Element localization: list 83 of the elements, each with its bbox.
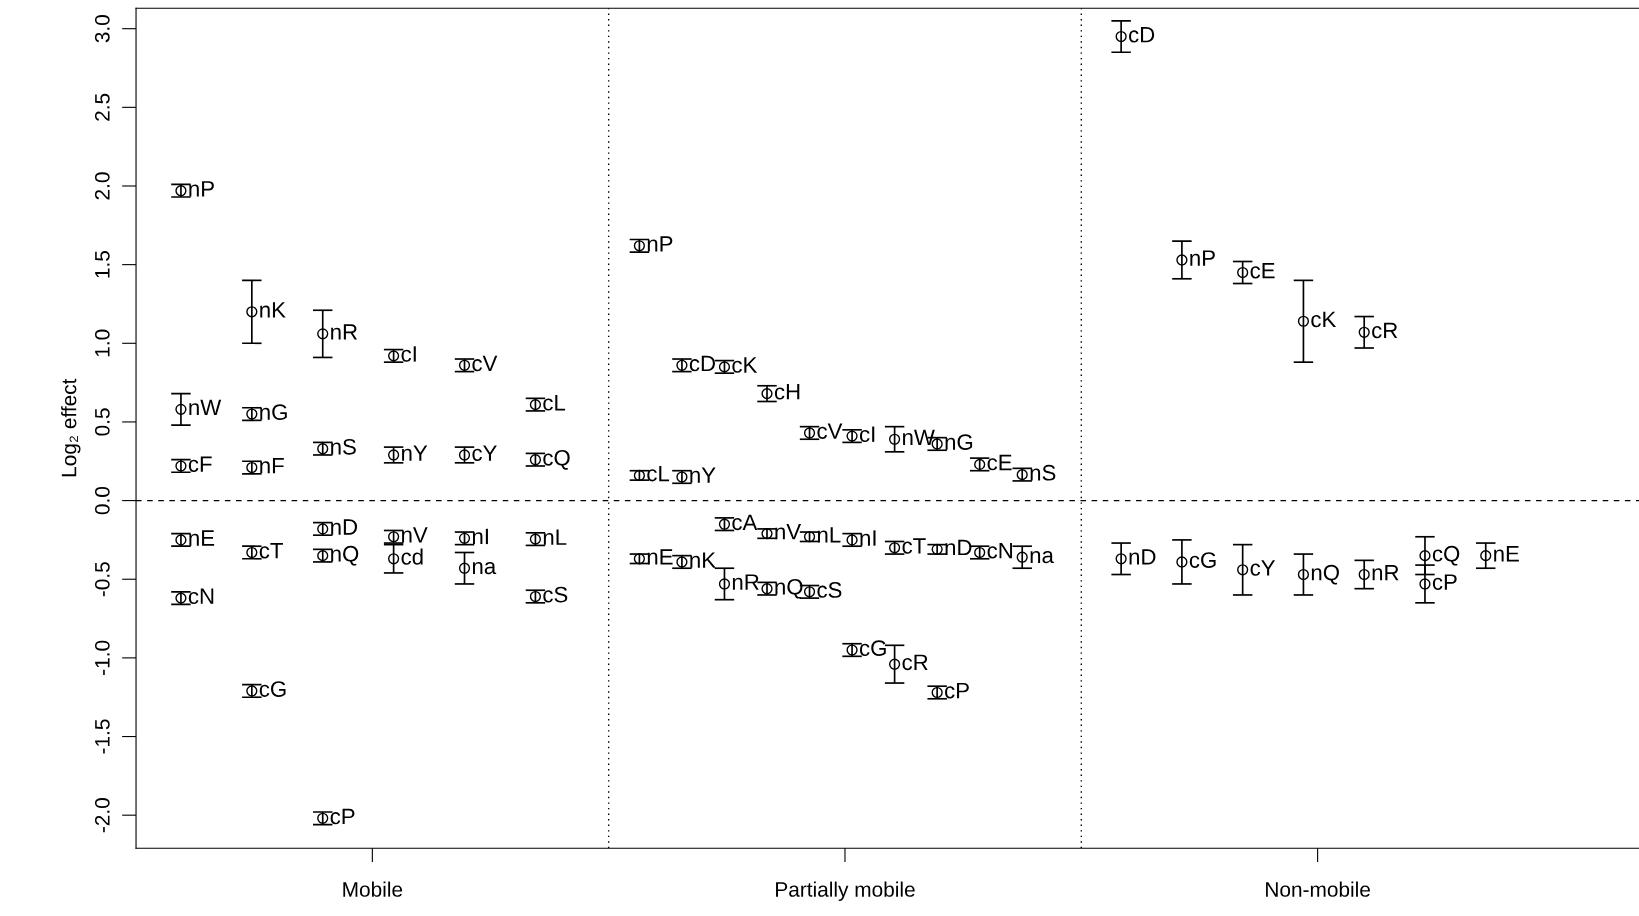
y-axis-title: Log₂ effect (61, 378, 81, 477)
data-label: nV (402, 527, 428, 543)
data-label: nL (817, 527, 841, 543)
data-label: nP (647, 236, 673, 252)
data-label: na (1030, 551, 1054, 564)
data-label: cS (817, 582, 842, 598)
y-tick-label: -2.0 (94, 798, 110, 833)
data-label: na (472, 562, 497, 575)
data-label: cS (543, 586, 568, 603)
data-label: nL (543, 529, 567, 545)
data-label: cG (259, 681, 286, 697)
data-label: cQ (1432, 545, 1460, 566)
data-label: cH (774, 384, 800, 400)
data-label: nQ (1311, 564, 1339, 585)
data-label: cL (647, 465, 670, 482)
data-label: cd (401, 548, 423, 565)
data-label: cD (1129, 27, 1155, 43)
data-label: nG (945, 434, 973, 450)
x-tick-label: Non-mobile (1266, 881, 1370, 897)
data-label: nE (647, 549, 673, 565)
data-label: nK (690, 552, 716, 568)
data-label: cN (188, 588, 214, 605)
data-label: cV (817, 423, 843, 439)
data-label: nK (260, 302, 286, 318)
data-label: nW (189, 399, 222, 416)
data-label: cN (987, 542, 1012, 559)
y-tick-label: 3.0 (94, 15, 110, 43)
data-label: cY (472, 445, 497, 461)
data-label: nQ (331, 545, 359, 566)
data-label: cG (1189, 552, 1216, 568)
data-label: cQ (543, 449, 570, 470)
data-label: cR (1372, 322, 1398, 339)
data-label: nI (472, 528, 488, 545)
data-label: cT (259, 542, 283, 559)
data-label: nD (945, 539, 972, 556)
data-label: nG (260, 404, 287, 421)
data-label: nS (331, 438, 356, 455)
data-label: cT (902, 538, 926, 554)
data-label: nI (860, 530, 876, 546)
data-label: nD (1129, 549, 1156, 565)
data-label: cK (732, 357, 758, 373)
y-tick-label: 0.5 (94, 408, 110, 436)
data-label: cI (859, 426, 875, 443)
data-label: cA (732, 514, 758, 531)
data-label: nF (260, 458, 284, 474)
data-label: nS (1030, 464, 1056, 481)
data-label: cV (472, 355, 498, 372)
y-tick-label: -1.0 (94, 640, 110, 675)
data-label: nV (775, 524, 802, 540)
data-label: cE (987, 454, 1012, 471)
data-label: nP (1190, 250, 1215, 266)
x-tick-label: Mobile (343, 881, 403, 897)
data-label: cY (1250, 560, 1276, 576)
data-label: cR (902, 654, 928, 671)
data-label: nE (1494, 546, 1519, 562)
data-label: nR (1372, 564, 1399, 581)
data-label: nY (402, 445, 428, 461)
data-label: cI (401, 346, 416, 362)
data-label: cF (188, 456, 212, 472)
data-label: cK (1311, 311, 1337, 328)
data-label: nD (331, 519, 358, 535)
data-label: nY (690, 467, 716, 483)
data-label: cE (1250, 262, 1275, 279)
y-tick-label: 2.0 (94, 172, 110, 200)
data-label: nR (732, 574, 759, 590)
data-label: cP (1432, 574, 1457, 590)
data-label: nW (903, 429, 935, 445)
data-label: cG (859, 640, 886, 656)
data-label: nE (189, 530, 215, 546)
data-label: cL (543, 395, 566, 411)
y-tick-label: -0.5 (94, 562, 110, 597)
data-label: cP (330, 808, 355, 825)
data-label: nP (189, 181, 214, 197)
data-label: nQ (775, 578, 803, 599)
y-tick-label: 1.0 (94, 329, 110, 357)
x-tick-label: Partially mobile (776, 881, 915, 901)
y-tick-label: -1.5 (95, 719, 110, 754)
y-tick-label: 0.0 (94, 486, 110, 515)
data-label: cP (945, 682, 969, 699)
y-tick-label: 2.5 (94, 93, 110, 121)
data-label: nR (331, 324, 358, 340)
data-label: cD (689, 355, 715, 372)
y-tick-label: 1.5 (95, 251, 110, 278)
